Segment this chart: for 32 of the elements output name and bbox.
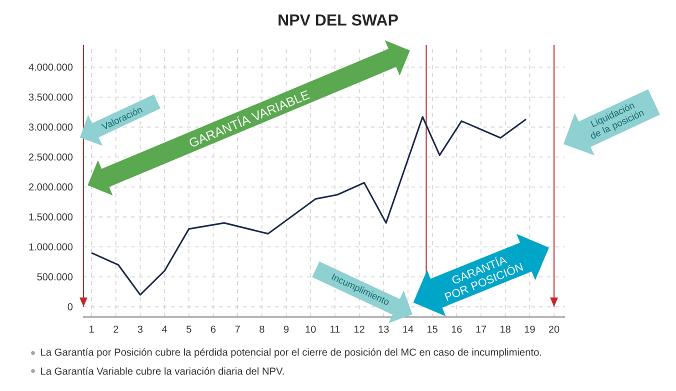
x-tick-label: 10 [306,326,316,333]
x-tick-label: 1 [89,326,94,333]
text: La Garantía Variable cubre la variación diaria del NPV. [41,367,284,375]
x-tick-label: 18 [500,326,510,333]
y-tick-label: 2.000.000 [28,183,73,191]
text: La Garantía por Posición cubre la pérdida potencial por el cierre de posición del MC en caso de incumplimiento. [41,348,542,358]
y-tick-label: 1.500.000 [29,213,73,220]
y-tick-label: 1.000.000 [29,243,73,250]
x-tick-label: 6 [210,326,216,333]
x-tick-label: 19 [524,326,535,333]
y-tick-label: 4.000.000 [28,64,73,71]
x-tick-label: 13 [378,326,389,333]
y-tick-label: 500.000 [37,273,73,280]
x-tick-label: 7 [235,326,240,333]
y-tick-label: 3.500.000 [28,94,73,101]
x-tick-label: 20 [548,326,560,333]
x-tick-label: 17 [476,326,486,333]
x-tick-label: 5 [186,326,192,333]
y-tick-label: 3.000.000 [28,124,73,131]
x-tick-label: 8 [260,326,264,333]
chart-title: NPV DEL SWAP [278,14,398,26]
x-tick-label: 16 [452,326,462,333]
x-tick-label: 12 [354,326,364,333]
x-tick-label: 4 [162,326,168,333]
x-tick-label: 14 [403,326,414,333]
x-tick-label: 11 [330,326,340,333]
x-tick-label: 15 [428,326,438,333]
y-tick-label: 0 [68,303,73,310]
x-tick-label: 9 [284,326,289,333]
x-tick-label: 3 [138,326,143,333]
x-tick-label: 2 [114,326,118,333]
y-tick-label: 2.500.000 [28,153,73,161]
